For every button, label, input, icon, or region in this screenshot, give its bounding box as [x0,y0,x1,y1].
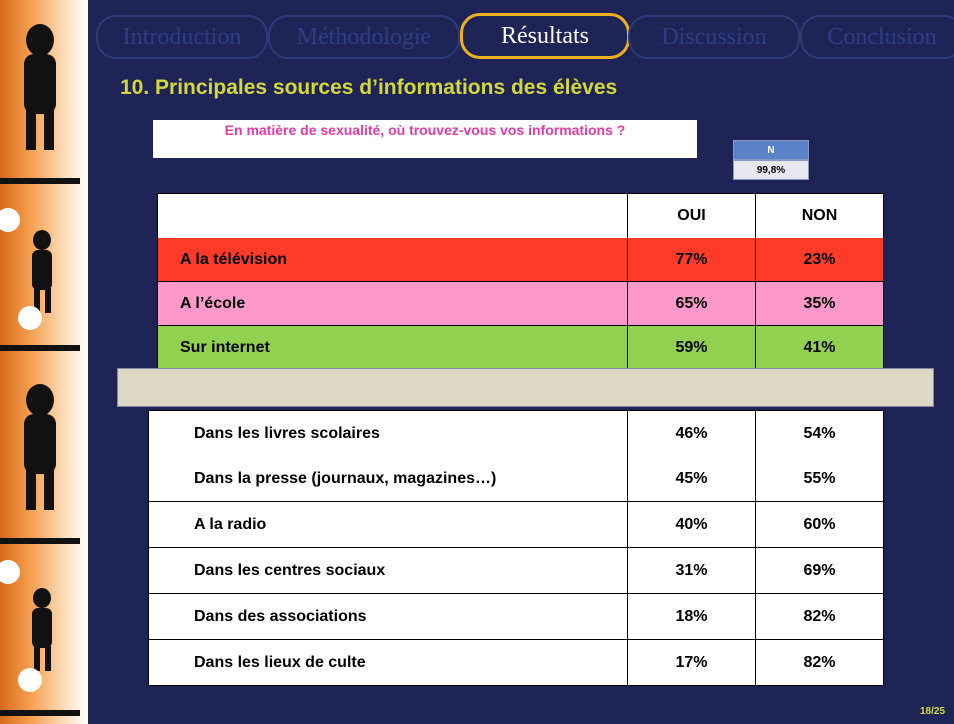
row-label: Dans les livres scolaires [149,411,628,457]
sample-label: N [733,140,809,160]
row-value: 45% [628,456,756,502]
table-header-row: OUI NON [157,193,884,239]
table-row: A la télévision 77% 23% [157,238,884,282]
row-value: 69% [756,548,884,594]
row-value: 60% [756,502,884,548]
table-row: A l’école 65% 35% [157,282,884,326]
table-row: Dans les lieux de culte 17% 82% [148,640,884,686]
table-row: Dans les livres scolaires 46% 54% [148,410,884,457]
nav-tab[interactable]: Introduction [96,15,268,59]
header-cell: OUI [628,194,756,239]
row-label: Sur internet [158,326,628,370]
row-value: 46% [628,411,756,457]
decor-figures [0,24,80,716]
nav-tab[interactable]: Méthodologie [268,15,460,59]
row-value: 17% [628,640,756,686]
nav-tab[interactable]: Résultats [460,13,630,59]
table-row: Dans les centres sociaux 31% 69% [148,548,884,594]
row-value: 59% [628,326,756,370]
page-number: 18/25 [920,706,946,717]
row-value: 40% [628,502,756,548]
table-row: Dans des associations 18% 82% [148,594,884,640]
row-value: 82% [756,594,884,640]
row-label: A la télévision [158,238,628,282]
row-label: Dans la presse (journaux, magazines…) [149,456,628,502]
decor-strip [0,0,88,724]
row-value: 41% [756,326,884,370]
row-label: Dans des associations [149,594,628,640]
row-value: 55% [756,456,884,502]
table-row: Sur internet 59% 41% [157,326,884,370]
row-value: 31% [628,548,756,594]
header-cell: NON [756,194,884,239]
row-label: A la radio [149,502,628,548]
row-value: 18% [628,594,756,640]
row-value: 65% [628,282,756,326]
row-value: 82% [756,640,884,686]
slide-title: 10. Principales sources d’informations d… [120,76,618,99]
table-row: Dans la presse (journaux, magazines…) 45%… [148,456,884,502]
sample-value: 99,8% [733,160,809,180]
row-label: Dans les centres sociaux [149,548,628,594]
row-value: 35% [756,282,884,326]
nav-tab[interactable]: Discussion [628,15,800,59]
question: En matière de sexualité, où trouvez-vous… [153,120,697,158]
row-label: Dans les lieux de culte [149,640,628,686]
row-label: A l’école [158,282,628,326]
table-row: A la radio 40% 60% [148,502,884,548]
cover-bar [117,368,934,407]
header-cell [158,194,628,239]
nav-tab[interactable]: Conclusion [800,15,954,59]
row-value: 54% [756,411,884,457]
row-value: 23% [756,238,884,282]
row-value: 77% [628,238,756,282]
